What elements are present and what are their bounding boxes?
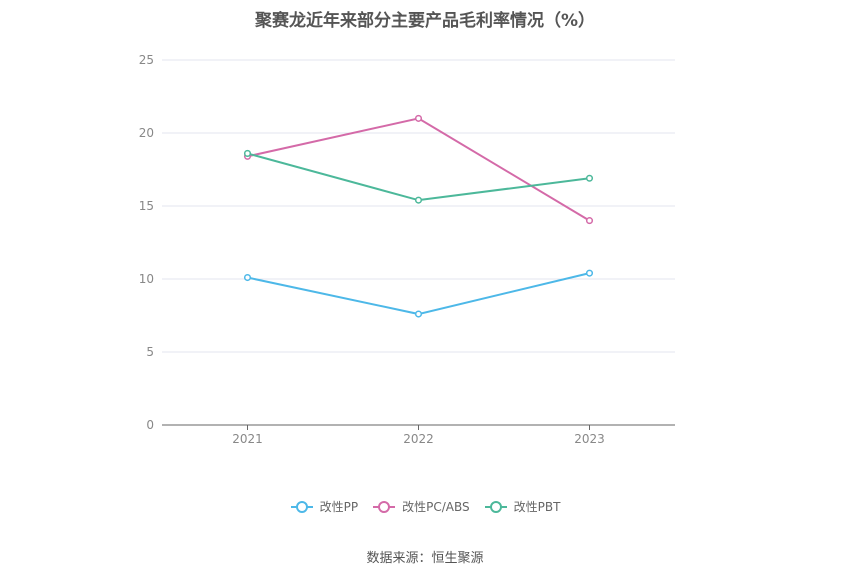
- legend-label: 改性PP: [319, 500, 359, 514]
- legend-swatch-icon: [484, 500, 507, 513]
- data-source: 数据来源：恒生聚源: [366, 551, 484, 566]
- chart-title: 聚赛龙近年来部分主要产品毛利率情况（%）: [254, 11, 596, 31]
- legend: 改性PP 改性PC/ABS 改性PBT: [0, 498, 850, 515]
- series-lines: [243, 114, 594, 318]
- x-tick-label: 2021: [232, 432, 263, 446]
- legend-label: 改性PBT: [513, 500, 561, 514]
- data-point: [414, 310, 423, 318]
- data-point: [414, 114, 423, 122]
- legend-item[interactable]: 改性PP: [290, 498, 358, 515]
- series-line: [247, 117, 591, 222]
- legend-item[interactable]: 改性PC/ABS: [372, 498, 470, 515]
- data-point: [243, 149, 252, 157]
- y-tick-label: 15: [139, 199, 154, 213]
- legend-item[interactable]: 改性PBT: [484, 498, 561, 515]
- legend-swatch-icon: [290, 500, 313, 513]
- legend-swatch-marker: [295, 500, 308, 513]
- data-point: [243, 273, 252, 282]
- data-point: [585, 174, 594, 182]
- legend-swatch-marker: [489, 500, 502, 513]
- y-tick-label: 10: [139, 272, 154, 286]
- grid-lines: [162, 59, 675, 353]
- legend-label: 改性PC/ABS: [402, 500, 470, 514]
- legend-swatch-marker: [378, 500, 391, 513]
- data-point: [585, 217, 594, 225]
- y-tick-label: 5: [146, 345, 154, 359]
- axes: 0 5 10 15 20 25 2021 2022 2023: [139, 53, 675, 446]
- y-tick-label: 0: [146, 418, 154, 432]
- x-tick-label: 2023: [574, 432, 605, 446]
- data-point: [414, 196, 423, 204]
- series-line: [247, 152, 590, 202]
- data-point: [585, 269, 594, 277]
- legend-swatch-icon: [373, 500, 396, 513]
- x-tick-label: 2022: [403, 432, 434, 446]
- y-tick-label: 25: [139, 53, 154, 67]
- y-tick-label: 20: [139, 126, 154, 140]
